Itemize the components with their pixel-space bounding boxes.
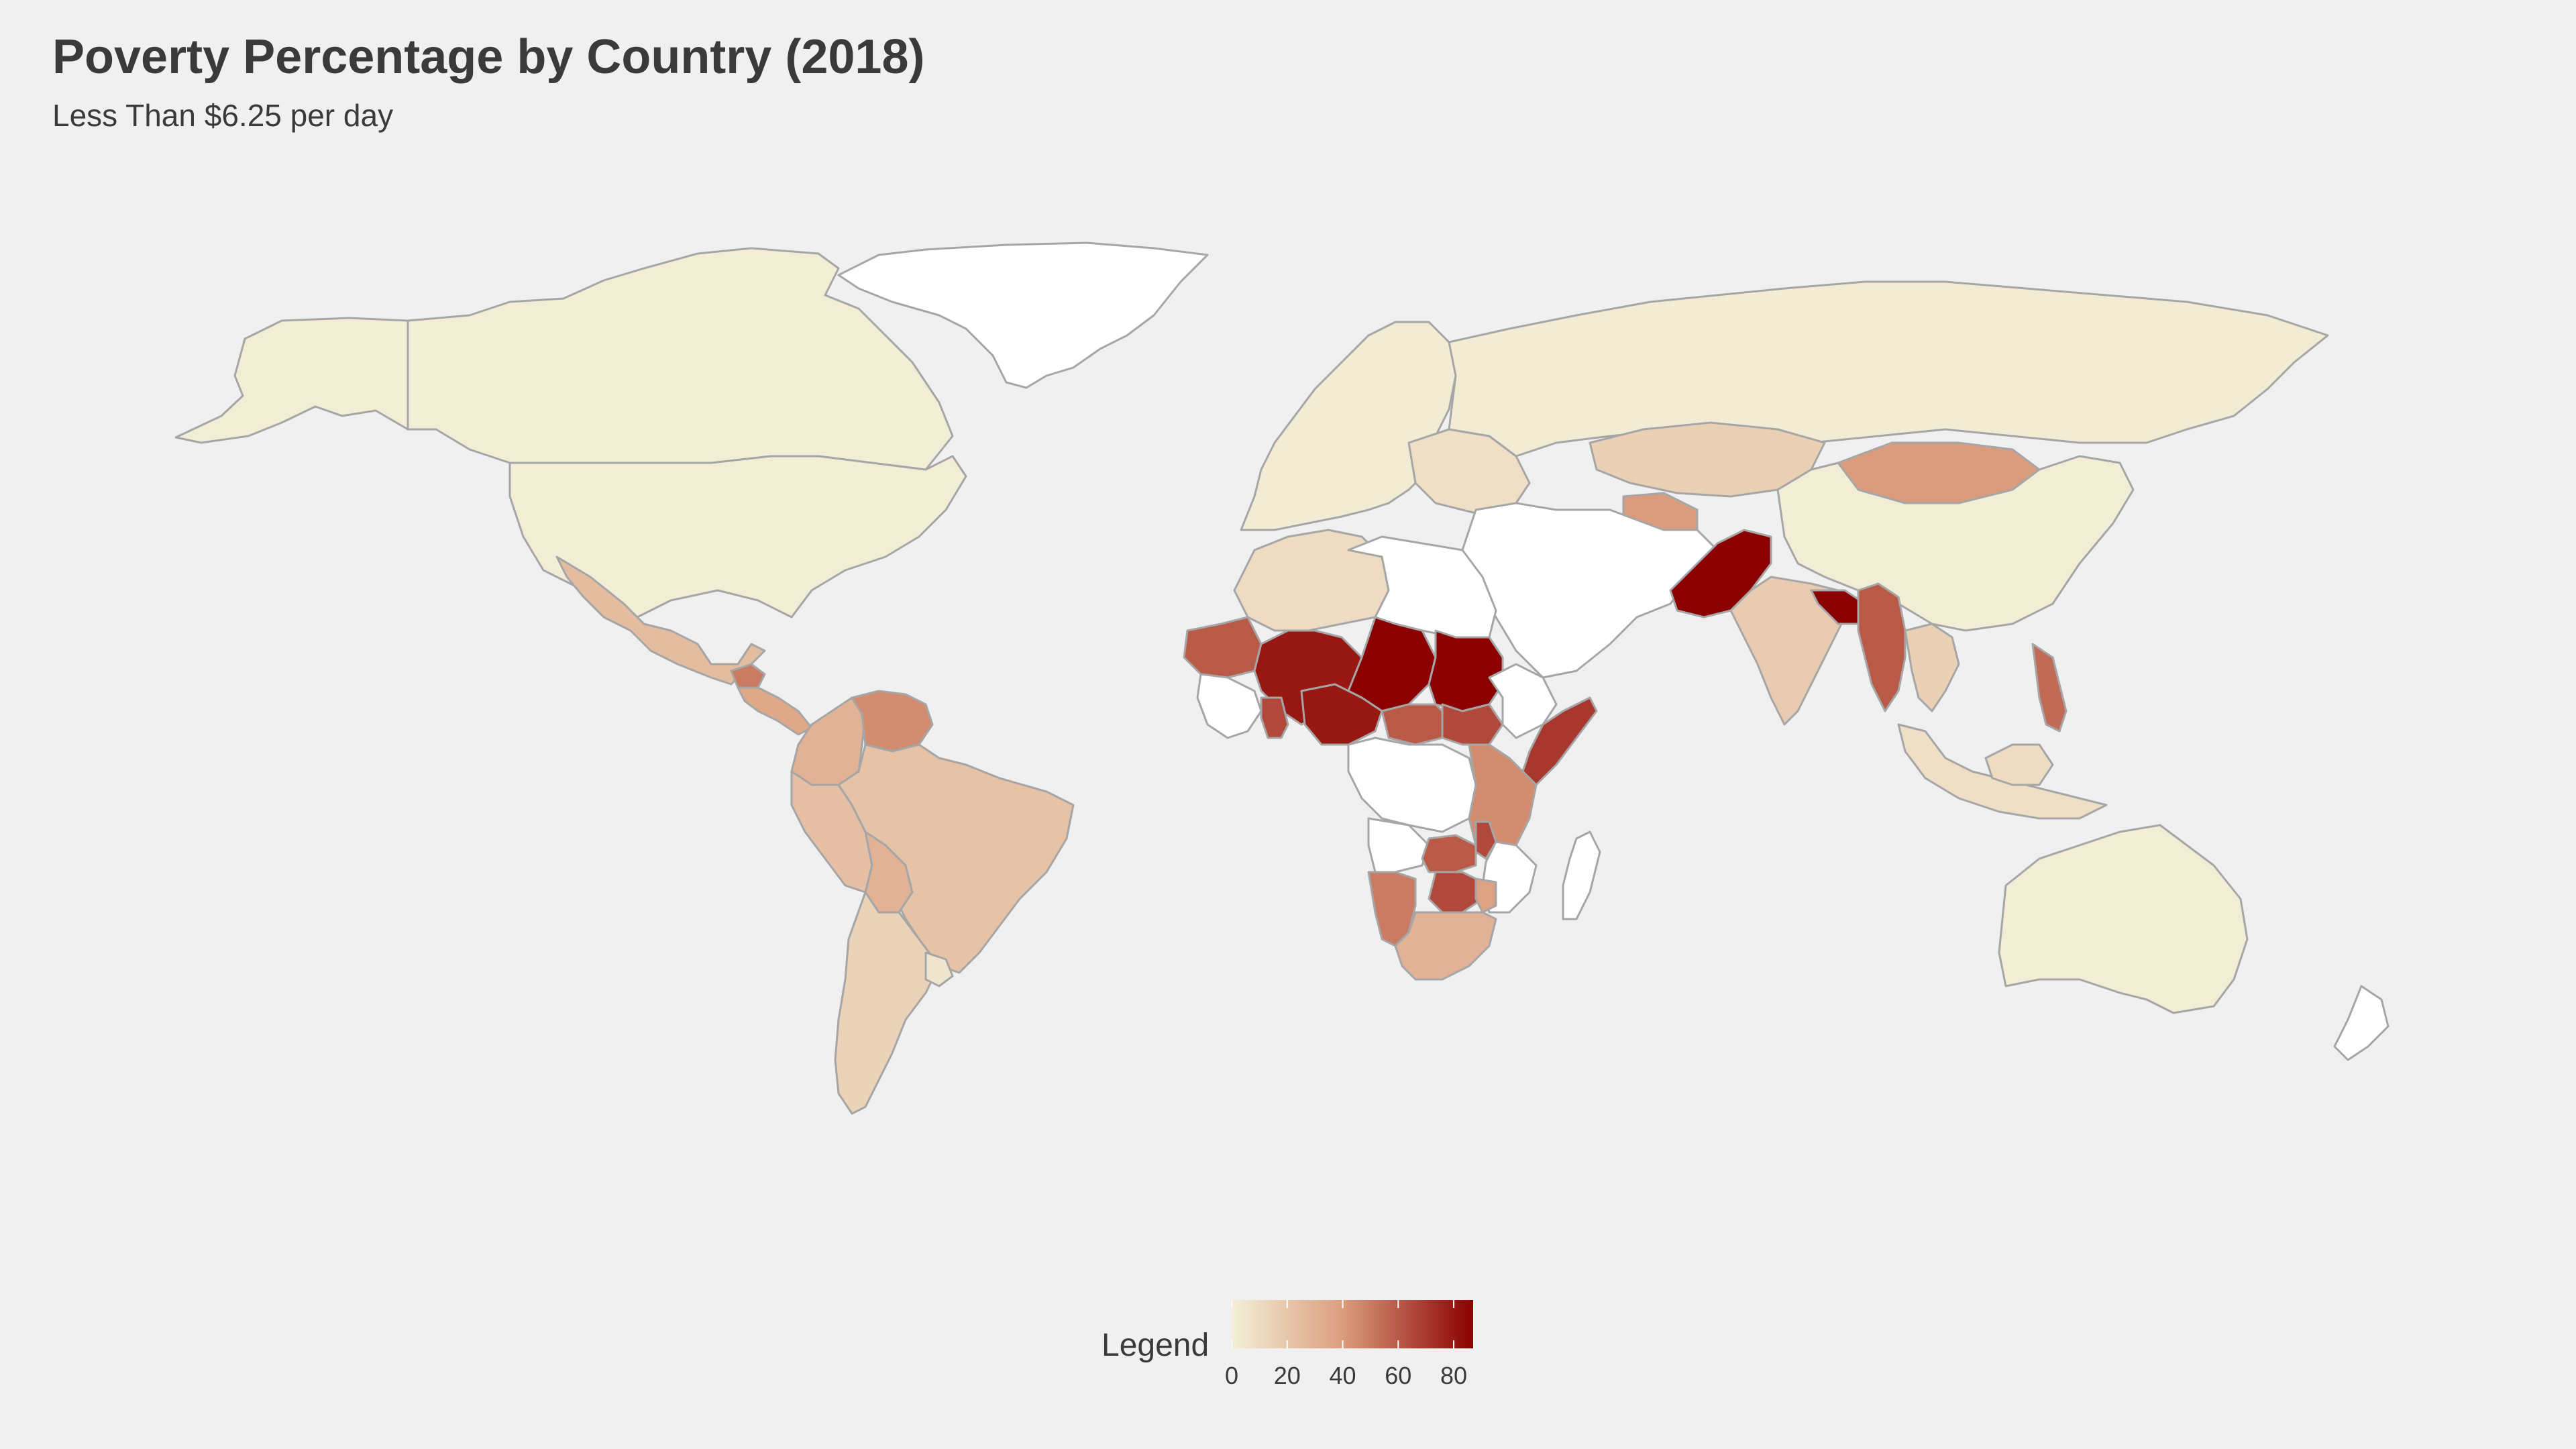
- region-zimbabwe: [1428, 871, 1484, 914]
- legend-color-bar: [1232, 1300, 1473, 1348]
- region-south-sudan: [1441, 703, 1504, 746]
- region-greenland: [837, 241, 1209, 389]
- region-madagascar: [1562, 830, 1601, 920]
- map-title: Poverty Percentage by Country (2018): [52, 30, 925, 84]
- region-somalia: [1521, 696, 1598, 786]
- legend-tick-label: 80: [1440, 1362, 1468, 1389]
- region-mauritania: [1183, 616, 1263, 679]
- region-new-zealand: [2333, 985, 2390, 1061]
- region-central-america: [737, 686, 813, 736]
- region-angola: [1367, 817, 1430, 873]
- region-colombia: [790, 696, 867, 786]
- legend-title: Legend: [1102, 1328, 1210, 1363]
- region-nigeria: [1300, 683, 1383, 746]
- legend-tick-label: 40: [1329, 1362, 1356, 1389]
- region-west-africa-coast: [1196, 673, 1263, 739]
- region-thailand: [1904, 623, 1960, 712]
- map-subtitle: Less Than $6.25 per day: [52, 98, 394, 133]
- legend-tick-label: 0: [1224, 1362, 1239, 1389]
- region-guatemala: [730, 663, 766, 689]
- region-myanmar: [1857, 582, 1907, 712]
- region-zambia: [1421, 834, 1477, 873]
- region-india: [1729, 576, 1853, 726]
- region-central-african-republic: [1381, 703, 1450, 746]
- region-europe: [1240, 321, 1457, 531]
- region-sudan: [1428, 629, 1504, 712]
- region-ghana: [1260, 696, 1289, 739]
- region-alaska: [174, 317, 409, 444]
- region-uruguay: [924, 951, 954, 987]
- legend-tick-label: 20: [1273, 1362, 1301, 1389]
- region-south-africa: [1394, 911, 1497, 981]
- region-indonesia: [1984, 743, 2054, 786]
- region-venezuela: [851, 690, 934, 753]
- region-usa: [508, 455, 967, 619]
- legend-gradient-rect: [1232, 1300, 1473, 1348]
- region-botswana: [1474, 877, 1497, 914]
- region-philippines: [2031, 643, 2068, 733]
- region-australia: [1998, 824, 2249, 1014]
- region-russia: [1448, 280, 2329, 458]
- region-argentina: [834, 891, 941, 1115]
- region-central-africa: [1347, 737, 1477, 833]
- region-southeast-asia: [1897, 723, 2108, 820]
- legend-tick-label: 60: [1385, 1362, 1412, 1389]
